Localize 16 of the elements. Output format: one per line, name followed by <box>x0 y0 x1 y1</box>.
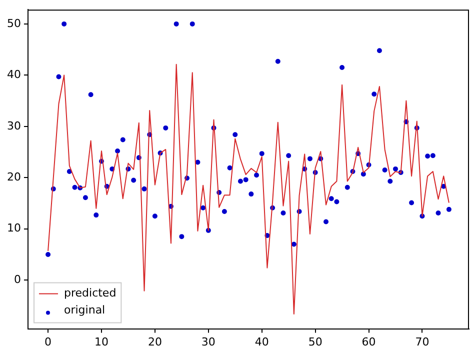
legend-label: predicted <box>64 286 116 300</box>
x-tick-label: 10 <box>94 335 108 348</box>
x-tick-label: 40 <box>254 335 269 348</box>
x-tick-label: 30 <box>201 335 216 348</box>
y-tick-label: 50 <box>6 16 21 30</box>
y-tick-label: 10 <box>6 222 21 235</box>
x-tick-label: 50 <box>308 335 322 348</box>
y-tick-label: 40 <box>6 68 21 82</box>
legend-label: original <box>64 304 106 317</box>
y-tick-label: 0 <box>14 272 21 286</box>
x-tick-label: 0 <box>44 335 52 348</box>
x-tick-label: 70 <box>415 335 430 348</box>
y-tick-label: 20 <box>6 170 21 184</box>
y-tick-label: 30 <box>6 119 21 132</box>
x-tick-label: 60 <box>362 335 376 348</box>
x-tick-label: 20 <box>148 335 162 348</box>
